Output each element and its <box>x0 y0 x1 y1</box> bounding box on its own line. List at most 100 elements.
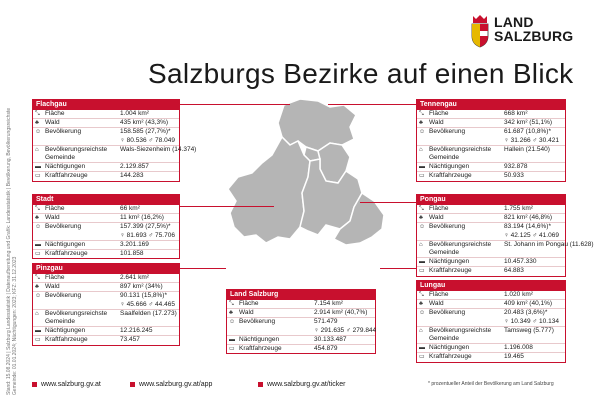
stat-label: Nächtigungen <box>45 327 86 335</box>
forest-icon: ♣ <box>35 215 39 222</box>
car-icon: ▭ <box>35 337 41 344</box>
stat-label: Fläche <box>429 291 449 298</box>
stat-value-gender: ♀ 42.125 ♂ 41.069 <box>504 231 559 239</box>
stat-label: Nächtigungen <box>429 258 470 266</box>
bed-icon: ▬ <box>229 336 235 343</box>
stat-value: 3.201.169 <box>120 240 149 248</box>
stat-row: ▭ Kraftfahrzeuge 50.933 <box>417 172 565 180</box>
town-icon: ⌂ <box>419 146 423 153</box>
forest-icon: ♣ <box>419 215 423 222</box>
forest-icon: ♣ <box>35 120 39 127</box>
stat-label: Nächtigungen <box>239 335 280 343</box>
stat-value: 158.585 (27,7%)* <box>120 128 171 136</box>
stat-row: ☺ Bevölkerung 61.687 (10,8%)* ♀ 31.266 ♂ 30… <box>417 128 565 146</box>
stat-row: ▭ Kraftfahrzeuge 454.879 <box>227 345 375 353</box>
area-icon: ⤡ <box>419 206 424 212</box>
square-bullet-icon <box>130 381 135 387</box>
stat-value-gender: ♀ 291.635 ♂ 279.844 <box>314 326 377 334</box>
stat-value: 2.129.857 <box>120 163 149 171</box>
car-icon: ▭ <box>419 173 425 180</box>
forest-icon: ♣ <box>35 284 39 291</box>
stat-row: ☺ Bevölkerung 571.479 ♀ 291.635 ♂ 279.844 <box>227 318 377 336</box>
stat-row: ♣ Wald 435 km² (43,3%) <box>33 119 179 129</box>
stat-row: ⤡ Fläche 1.755 km² <box>417 205 565 215</box>
card-pinzgau: Pinzgau ⤡ Fläche 2.641 km² ♣ Wald 897 km² (34%… <box>32 263 180 346</box>
stat-value: 821 km² (46,8%) <box>504 214 553 222</box>
forest-icon: ♣ <box>419 301 423 308</box>
town-icon: ⌂ <box>419 327 423 334</box>
stat-label: Bevölkerung <box>429 309 466 317</box>
stat-value: 409 km² (40,1%) <box>504 300 553 308</box>
stat-value: 2.914 km² (40,7%) <box>314 309 368 317</box>
stat-value: Hallein (21.540) <box>504 145 550 153</box>
stat-label: Bevölkerung <box>239 318 276 326</box>
footer-link-app[interactable]: www.salzburg.gv.at/app <box>130 381 212 388</box>
stat-value-gender: ♀ 31.266 ♂ 30.421 <box>504 136 559 144</box>
salzburg-map <box>227 98 385 246</box>
stat-row: ☺ Bevölkerung 83.194 (14,6%)* ♀ 42.125 ♂ 41… <box>417 223 565 241</box>
stat-label: Bevölkerung <box>45 223 82 231</box>
stat-label: Bevölkerung <box>45 128 82 136</box>
town-icon: ⌂ <box>35 146 39 153</box>
stat-value: 157.399 (27,5%)* <box>120 223 171 231</box>
stat-label: Kraftfahrzeuge <box>429 267 472 275</box>
footer-link-app-text: www.salzburg.gv.at/app <box>139 381 213 388</box>
stat-value: 1.755 km² <box>504 205 533 212</box>
brand-line-2: SALZBURG <box>494 28 574 44</box>
stat-label: Fläche <box>239 300 259 307</box>
map-pinzgau <box>227 135 311 244</box>
stat-row: ⌂ Bevölkerungsreichste Gemeinde Saalfelden… <box>33 310 179 328</box>
area-icon: ⤡ <box>419 111 424 117</box>
area-icon: ⤡ <box>419 292 424 298</box>
footer-link-web[interactable]: www.salzburg.gv.at <box>32 381 101 388</box>
stat-value: Wals-Siezenheim (14.374) <box>120 145 197 153</box>
population-icon: ☺ <box>419 310 426 317</box>
stat-value: 342 km² (51,1%) <box>504 119 553 127</box>
area-icon: ⤡ <box>229 301 234 307</box>
forest-icon: ♣ <box>229 310 233 317</box>
stat-label: Fläche <box>429 110 449 117</box>
stat-label: Kraftfahrzeuge <box>239 345 282 353</box>
stat-row: ▭ Kraftfahrzeuge 73.457 <box>33 336 179 344</box>
card-title: Stadt <box>33 195 179 205</box>
forest-icon: ♣ <box>419 120 423 127</box>
stat-value: 668 km² <box>504 110 528 117</box>
stat-label: Bevölkerung <box>429 223 466 231</box>
coat-of-arms-icon <box>471 15 489 48</box>
town-icon: ⌂ <box>419 241 423 248</box>
stat-label: Fläche <box>45 110 65 117</box>
bed-icon: ▬ <box>35 164 41 171</box>
stat-row: ☺ Bevölkerung 20.483 (3,6%)* ♀ 10.349 ♂ 10.… <box>417 309 565 327</box>
stat-label: Nächtigungen <box>45 163 86 171</box>
population-icon: ☺ <box>229 319 236 326</box>
stat-row: ♣ Wald 2.914 km² (40,7%) <box>227 309 375 319</box>
connector-lungau <box>380 268 416 269</box>
connector-tennengau <box>328 104 416 105</box>
stat-value: 571.479 <box>314 318 338 326</box>
stat-row: ▬ Nächtigungen 1.196.008 <box>417 344 565 354</box>
stat-label: Bevölkerungsreichste Gemeinde <box>429 326 492 343</box>
stat-value: 30.133.487 <box>314 335 347 343</box>
stat-row: ♣ Wald 342 km² (51,1%) <box>417 119 565 129</box>
stat-row: ⌂ Bevölkerungsreichste Gemeinde Hallein (2… <box>417 145 565 164</box>
stat-row: ⌂ Bevölkerungsreichste Gemeinde Wals-Sieze… <box>33 145 196 164</box>
stat-value: 19.465 <box>504 353 524 361</box>
car-icon: ▭ <box>229 346 235 353</box>
stat-label: Bevölkerungsreichste Gemeinde <box>45 145 108 162</box>
stat-row: ▬ Nächtigungen 932.878 <box>417 163 565 173</box>
card-title: Flachgau <box>33 100 179 110</box>
car-icon: ▭ <box>35 173 41 180</box>
footer-link-ticker[interactable]: www.salzburg.gv.at/ticker <box>258 381 345 388</box>
card-lungau: Lungau ⤡ Fläche 1.020 km² ♣ Wald 409 km² (40,1… <box>416 280 566 363</box>
card-title: Tennengau <box>417 100 565 110</box>
stat-label: Fläche <box>45 205 65 212</box>
stat-row: ▭ Kraftfahrzeuge 19.465 <box>417 353 565 361</box>
square-bullet-icon <box>258 381 263 387</box>
card-title: Land Salzburg <box>227 290 375 300</box>
connector-pinzgau <box>180 268 226 269</box>
stat-label: Kraftfahrzeuge <box>45 172 88 180</box>
stat-row: ▬ Nächtigungen 10.457.330 <box>417 258 565 268</box>
stat-label: Wald <box>429 214 444 222</box>
stat-row: ♣ Wald 821 km² (46,8%) <box>417 214 565 224</box>
map-lungau <box>332 191 385 246</box>
